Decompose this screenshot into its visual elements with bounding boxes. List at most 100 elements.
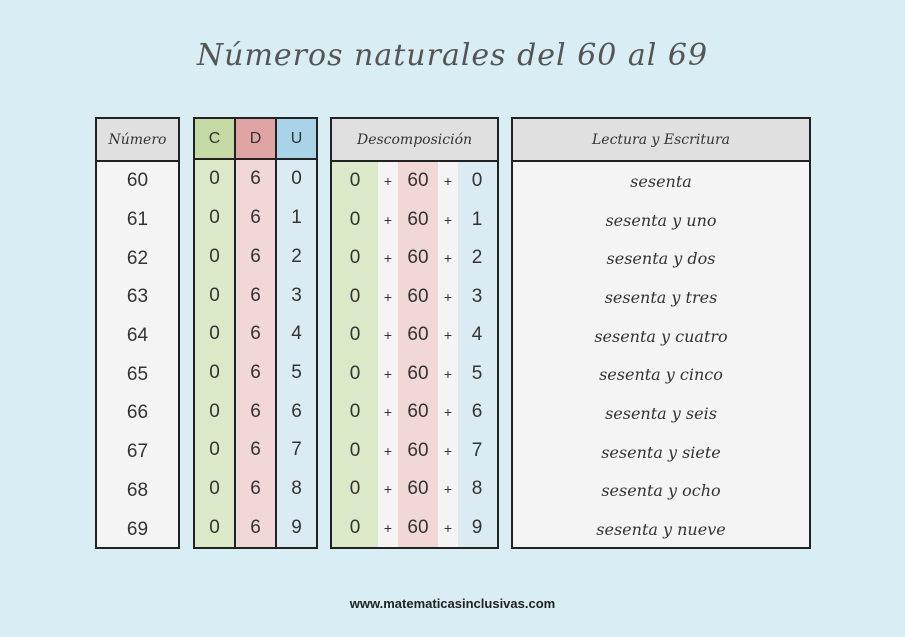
centenas-cell: 0 [209, 323, 220, 345]
plus-sign: + [383, 327, 393, 344]
decenas-cell: 6 [250, 400, 261, 422]
centenas-cell: 0 [209, 400, 220, 422]
unidades-cell: 7 [291, 439, 302, 461]
centenas-cell: 0 [209, 477, 220, 499]
centenas-header: C [195, 119, 234, 161]
descomposicion-centenas: 0 [349, 324, 361, 346]
lectura-table: Lectura y Escritura sesenta sesenta y uno… [511, 117, 811, 549]
numero-rows: 60 61 62 63 64 65 66 67 68 69 [97, 162, 178, 549]
plus-sign: + [443, 250, 453, 267]
unidades-header: U [277, 119, 316, 161]
descomposicion-centenas: 0 [349, 285, 361, 307]
descomposicion-row: 0 +60 +8 [332, 470, 497, 509]
plus-sign: + [443, 327, 453, 344]
centenas-cell: 0 [209, 245, 220, 267]
descomposicion-rows: 0 +60 +0 0 +60 +1 0 +60 +2 0 +60 +3 0 +60 +4 0 +60 +5 0 +60… [332, 162, 497, 547]
lectura-rows: sesenta sesenta y uno sesenta y dos sesenta… [513, 162, 809, 549]
descomposicion-unidades: 3 [471, 285, 483, 307]
footer-website: www.matematicasinclusivas.com [349, 596, 556, 611]
cdu-table: C 0 0 0 0 0 0 0 0 0 0 D 6 6 6 6 6 6 6 6 6 6 U 0 1 2 3 4 5 6 7 8 9 [193, 117, 318, 549]
descomposicion-row: 0 +60 +1 [332, 201, 497, 240]
decenas-cell: 6 [250, 516, 261, 538]
descomposicion-row: 0 +60 +2 [332, 239, 497, 278]
decenas-cell: 6 [250, 284, 261, 306]
descomposicion-row: 0 +60 +4 [332, 316, 497, 355]
descomposicion-decenas: 60 [407, 285, 429, 307]
decenas-band [398, 162, 438, 547]
plus-sign: + [383, 442, 393, 459]
descomposicion-decenas: 60 [407, 247, 429, 269]
lectura-cell: sesenta y uno [605, 210, 717, 230]
unidades-cell: 5 [291, 361, 302, 383]
decenas-cell: 6 [250, 439, 261, 461]
descomposicion-decenas: 60 [407, 362, 429, 384]
unidades-column: U 0 1 2 3 4 5 6 7 8 9 [275, 119, 316, 547]
decenas-cell: 6 [250, 245, 261, 267]
plus-sign: + [443, 519, 453, 536]
descomposicion-decenas: 60 [407, 208, 429, 230]
lectura-header: Lectura y Escritura [513, 119, 809, 162]
descomposicion-decenas: 60 [407, 516, 429, 538]
decenas-cell: 6 [250, 207, 261, 229]
centenas-rows: 0 0 0 0 0 0 0 0 0 0 [195, 160, 234, 547]
decenas-header: D [236, 119, 275, 161]
centenas-cell: 0 [209, 361, 220, 383]
descomposicion-decenas: 60 [407, 170, 429, 192]
unidades-cell: 2 [291, 245, 302, 267]
descomposicion-centenas: 0 [349, 208, 361, 230]
numero-cell: 63 [126, 286, 149, 308]
numero-cell: 64 [126, 325, 149, 347]
lectura-cell: sesenta y siete [601, 442, 721, 462]
centenas-column: C 0 0 0 0 0 0 0 0 0 0 [195, 119, 234, 547]
descomposicion-unidades: 4 [471, 324, 483, 346]
descomposicion-decenas: 60 [407, 324, 429, 346]
plus-sign: + [443, 404, 453, 421]
plus-sign: + [383, 173, 393, 190]
centenas-cell: 0 [209, 168, 220, 190]
descomposicion-unidades: 6 [471, 401, 483, 423]
numero-cell: 65 [126, 363, 149, 385]
numero-cell: 66 [126, 402, 149, 424]
unidades-cell: 0 [291, 168, 302, 190]
descomposicion-body: 0 +60 +0 0 +60 +1 0 +60 +2 0 +60 +3 0 +60 +4 0 +60 +5 0 +60… [332, 162, 497, 547]
descomposicion-decenas: 60 [407, 401, 429, 423]
descomposicion-bands [332, 162, 497, 547]
decenas-cell: 6 [250, 477, 261, 499]
plus-sign: + [443, 365, 453, 382]
centenas-cell: 0 [209, 207, 220, 229]
centenas-cell: 0 [209, 439, 220, 461]
descomposicion-unidades: 1 [471, 208, 483, 230]
unidades-cell: 1 [291, 207, 302, 229]
unidades-band [458, 162, 497, 547]
decenas-cell: 6 [250, 323, 261, 345]
unidades-cell: 3 [291, 284, 302, 306]
plus-sign: + [443, 481, 453, 498]
numero-cell: 69 [126, 518, 149, 540]
decenas-rows: 6 6 6 6 6 6 6 6 6 6 [236, 160, 275, 547]
centenas-cell: 0 [209, 516, 220, 538]
plus-sign: + [443, 288, 453, 305]
descomposicion-row: 0 +60 +6 [332, 393, 497, 432]
descomposicion-centenas: 0 [349, 401, 361, 423]
descomposicion-unidades: 0 [471, 170, 483, 192]
plus-sign: + [383, 365, 393, 382]
decenas-cell: 6 [250, 361, 261, 383]
lectura-cell: sesenta y ocho [601, 481, 721, 501]
page-title: Números naturales del 60 al 69 [196, 38, 709, 73]
unidades-rows: 0 1 2 3 4 5 6 7 8 9 [277, 160, 316, 547]
numero-cell: 62 [126, 247, 149, 269]
descomposicion-unidades: 2 [471, 247, 483, 269]
lectura-cell: sesenta y cinco [599, 365, 723, 385]
descomposicion-unidades: 7 [471, 439, 483, 461]
descomposicion-centenas: 0 [349, 170, 361, 192]
unidades-cell: 9 [291, 516, 302, 538]
descomposicion-row: 0 +60 +3 [332, 278, 497, 317]
descomposicion-centenas: 0 [349, 247, 361, 269]
descomposicion-row: 0 +60 +9 [332, 509, 497, 548]
unidades-cell: 8 [291, 477, 302, 499]
plus-sign: + [383, 519, 393, 536]
plus-sign: + [383, 481, 393, 498]
numero-table: Número 60 61 62 63 64 65 66 67 68 69 [95, 117, 180, 549]
plus-sign: + [383, 288, 393, 305]
descomposicion-unidades: 9 [471, 516, 483, 538]
